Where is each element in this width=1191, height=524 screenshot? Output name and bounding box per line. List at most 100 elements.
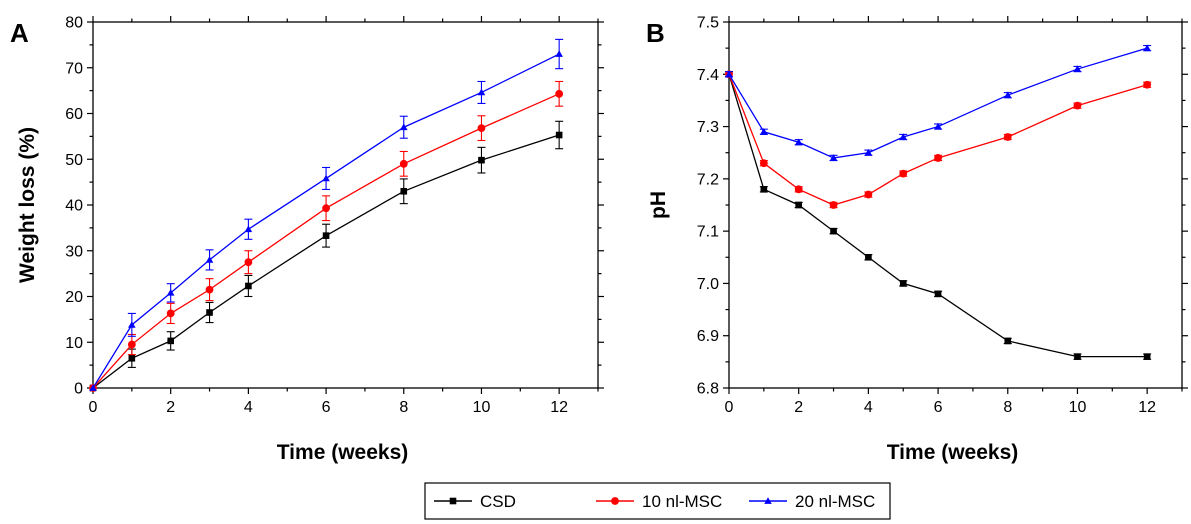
x-tick-label: 6 [934,399,943,416]
x-tick-label: 12 [1138,399,1156,416]
data-point [166,309,175,318]
data-point [1143,44,1151,51]
plot-frame [92,21,599,389]
y-tick-label: 7.5 [697,15,719,32]
x-tick-label: 10 [1069,399,1087,416]
data-point [934,154,942,162]
data-point [89,384,97,391]
data-point [128,321,136,328]
x-tick-label: 12 [550,399,568,416]
x-tick-label: 0 [725,399,734,416]
y-tick-label: 7.3 [697,119,719,136]
x-tick-label: 0 [89,399,98,416]
x-tick-label: 8 [1003,399,1012,416]
data-point [794,185,803,194]
data-point [399,159,408,168]
y-tick-label: 20 [65,289,83,306]
y-tick-label: 7.0 [697,276,719,293]
data-point [205,285,214,294]
data-point [1073,101,1082,110]
y-tick-label: 6.9 [697,328,719,345]
data-point [864,148,873,156]
y-tick-label: 6.8 [697,381,719,398]
series-line [728,74,1148,206]
data-point [478,156,485,164]
legend: CSD 10 nl-MSC 20 nl-MSC [424,482,891,520]
y-tick-label: 70 [65,60,83,77]
data-point [829,201,838,209]
data-point [1073,65,1082,72]
data-point [899,169,908,178]
data-point [400,187,408,195]
data-point [477,88,486,96]
data-point [899,133,908,140]
data-point [1004,337,1012,345]
data-point [322,174,330,182]
legend-swatch-marker [449,497,457,505]
series-10-nl-msc [89,80,564,392]
y-tick-label: 30 [65,243,83,260]
y-tick-label: 7.2 [697,171,719,188]
series-csd [89,120,564,392]
panel-a: 0 2 4 6 8 10 12 0 10 20 30 40 50 60 70 80 Time (weeks) We… [10,15,604,464]
data-point [865,253,872,261]
x-tick-label: 8 [399,399,408,416]
data-point [934,290,942,298]
data-point [794,138,803,146]
data-point [166,289,175,296]
series-20-nl-msc [725,44,1152,162]
x-tick-label: 4 [244,399,253,416]
x-tick-label: 4 [864,399,873,416]
data-point [128,354,136,362]
x-tick-label: 10 [473,399,491,416]
data-point [322,232,330,239]
series-line [728,74,1148,358]
data-point [795,201,802,209]
x-axis-title: Time (weeks) [887,441,1019,464]
data-point [1074,353,1081,360]
data-point [759,159,768,168]
y-tick-label: 7.4 [697,67,719,84]
legend-label: 20 nl-MSC [795,492,875,511]
data-point [934,122,942,130]
panel-b: 0 2 4 6 8 10 12 6.8 6.9 7.0 7.1 7.2 7.3 7.4 7.5 Time (w… [646,15,1188,464]
data-point [477,124,486,133]
data-point [1143,80,1152,89]
y-tick-label: 80 [65,15,83,32]
data-point [555,89,564,98]
x-tick-label: 6 [322,399,331,416]
data-point [725,70,733,78]
data-point [1003,91,1012,99]
data-point [127,340,136,349]
legend-box [424,482,891,520]
y-tick-label: 50 [65,152,83,169]
panel-letter: B [646,18,665,48]
y-axis-title: pH [647,191,670,219]
x-tick-label: 2 [794,399,803,416]
data-point [206,309,213,316]
data-point [1003,133,1012,141]
data-point [245,282,252,290]
legend-label: CSD [480,492,516,511]
data-point [555,50,563,57]
data-point [760,128,768,135]
data-point [864,190,873,199]
y-tick-label: 7.1 [697,224,719,241]
legend-label: 10 nl-MSC [642,492,722,511]
y-tick-label: 10 [65,335,83,352]
data-point [1143,353,1151,360]
data-point [167,337,174,345]
data-point [829,154,838,161]
legend-swatch-marker [611,497,619,505]
data-point [399,123,408,131]
series-20-nl-msc [89,38,564,391]
data-point [322,204,330,213]
legend-swatch-marker [764,497,772,504]
data-point [899,280,907,287]
y-tick-label: 60 [65,106,83,123]
y-axis-title: Weight loss (%) [16,127,39,283]
data-point [244,258,253,267]
x-axis-title: Time (weeks) [277,441,409,464]
y-tick-label: 0 [74,381,83,398]
